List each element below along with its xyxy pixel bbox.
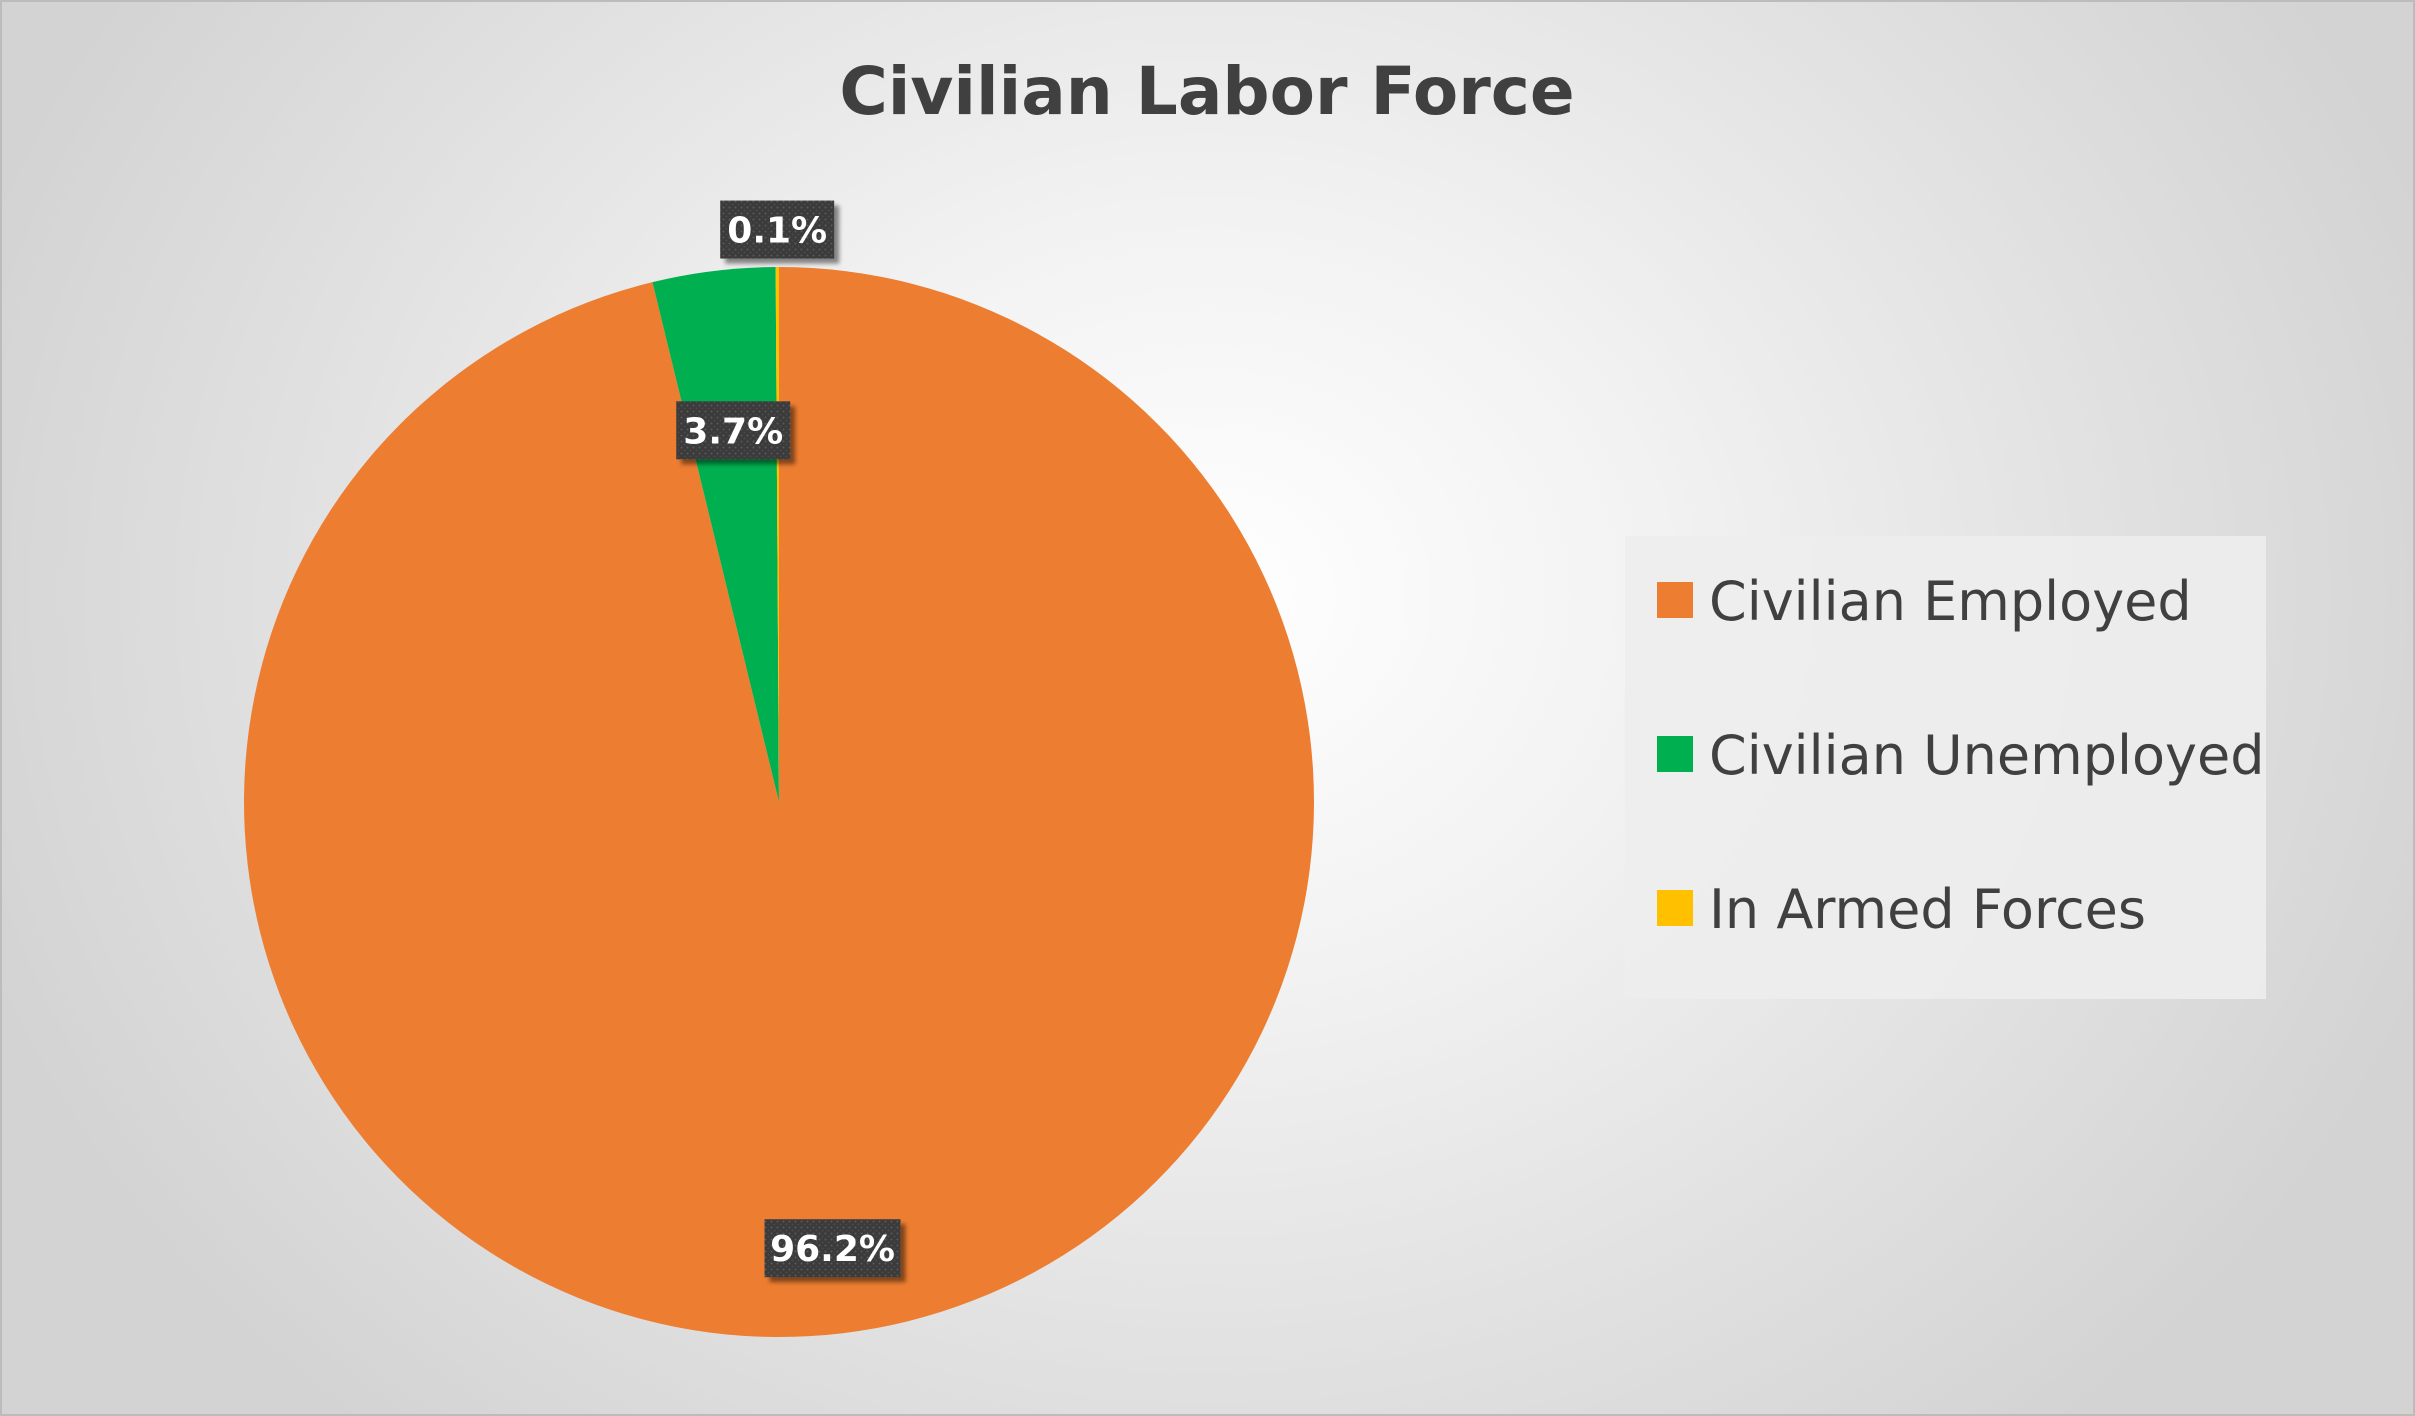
data-label-text: 96.2% bbox=[770, 1229, 895, 1270]
pie-slice-civilian-employed bbox=[244, 267, 1315, 1338]
data-label-box bbox=[676, 401, 791, 460]
data-labels: 96.2% 3.7% 0.1% bbox=[676, 200, 901, 1278]
legend-item-civilian-unemployed: Civilian Unemployed bbox=[1657, 724, 2265, 787]
legend-item-in-armed-forces: In Armed Forces bbox=[1657, 878, 2146, 941]
legend-swatch bbox=[1657, 890, 1693, 926]
chart-title: Civilian Labor Force bbox=[839, 53, 1574, 130]
data-label-in-armed-forces: 0.1% bbox=[720, 200, 835, 259]
legend-label: In Armed Forces bbox=[1709, 878, 2146, 941]
legend-background bbox=[1625, 536, 2266, 999]
legend-label: Civilian Employed bbox=[1709, 570, 2192, 633]
pie-slice-civilian-unemployed bbox=[652, 267, 779, 802]
data-label-text: 3.7% bbox=[683, 411, 783, 452]
pie-slice-in-armed-forces bbox=[775, 267, 779, 802]
data-label-box bbox=[720, 200, 835, 259]
legend: Civilian Employed Civilian Unemployed In A… bbox=[1625, 536, 2266, 999]
data-label-civilian-unemployed: 3.7% bbox=[676, 401, 791, 460]
legend-swatch bbox=[1657, 582, 1693, 618]
legend-item-civilian-employed: Civilian Employed bbox=[1657, 570, 2192, 633]
pie-slices bbox=[244, 267, 1315, 1338]
data-label-civilian-employed: 96.2% bbox=[764, 1219, 901, 1278]
legend-label: Civilian Unemployed bbox=[1709, 724, 2265, 787]
legend-swatch bbox=[1657, 736, 1693, 772]
data-label-text: 0.1% bbox=[727, 211, 827, 252]
data-label-box bbox=[764, 1219, 901, 1278]
